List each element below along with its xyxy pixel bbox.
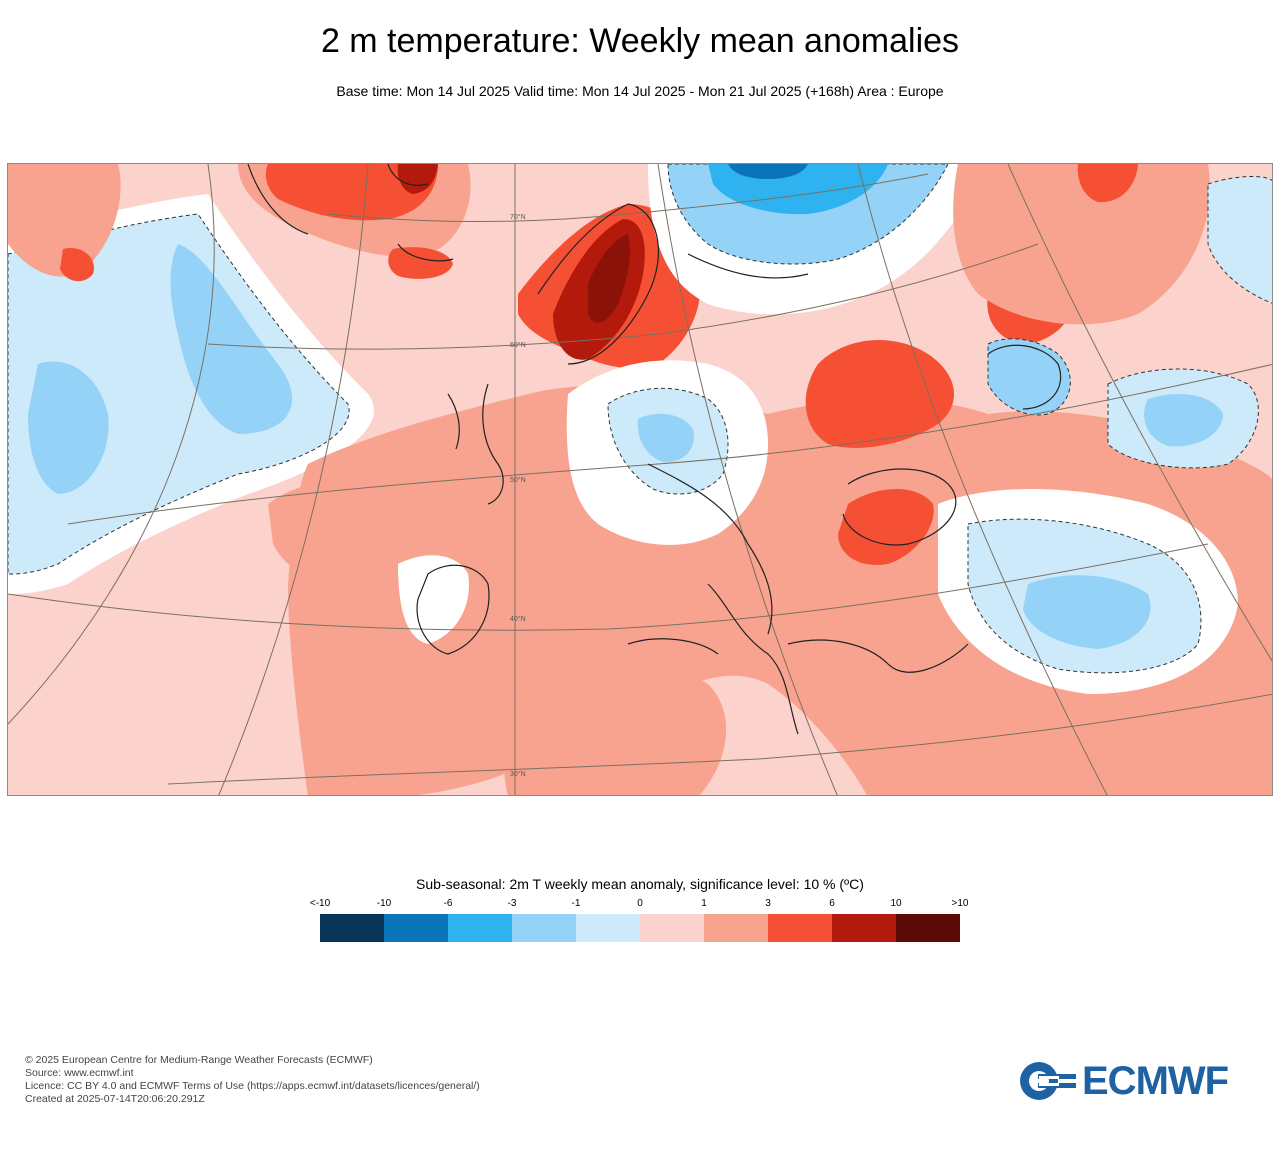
legend-tick: -3 — [507, 898, 517, 909]
legend-tick: 3 — [765, 898, 771, 909]
coastlines — [247, 164, 1062, 735]
legend-swatch-7 — [768, 914, 832, 942]
legend-swatch-8 — [832, 914, 896, 942]
map-canvas: 70°N 60°N 50°N 40°N 30°N — [8, 164, 1272, 795]
footer-credits: © 2025 European Centre for Medium-Range … — [25, 1054, 480, 1106]
legend-tick: -1 — [571, 898, 581, 909]
caspian-cool-zone — [987, 338, 1071, 416]
legend-tick: -10 — [376, 898, 392, 909]
lat-label-60: 60°N — [510, 341, 526, 349]
footer-source: Source: www.ecmwf.int — [25, 1067, 134, 1079]
norway-extreme-core — [588, 234, 630, 323]
siberia-warm — [953, 164, 1210, 325]
middle-east-cold-core — [1023, 575, 1151, 649]
atlantic-cold-core-west — [28, 361, 109, 494]
footer-copyright: © 2025 European Centre for Medium-Range … — [25, 1054, 373, 1066]
legend-title: Sub-seasonal: 2m T weekly mean anomaly, … — [416, 876, 864, 892]
legend-tick: 1 — [701, 898, 707, 909]
mid-atlantic-warm — [268, 480, 416, 587]
graticule — [8, 164, 1272, 795]
legend-swatch-4 — [576, 914, 640, 942]
central-europe-cold-core — [637, 413, 694, 463]
legend-swatch-3 — [512, 914, 576, 942]
greenland-hot-core — [397, 164, 438, 194]
footer-created: Created at 2025-07-14T20:06:20.291Z — [25, 1093, 205, 1105]
legend-tick: 10 — [890, 898, 902, 909]
greenland-hot-zone — [265, 164, 438, 221]
ecmwf-logo[interactable]: ECMWF — [1018, 1058, 1258, 1104]
kara-cold-core — [728, 164, 808, 179]
legend-tick: -6 — [443, 898, 453, 909]
lat-label-40: 40°N — [510, 615, 526, 623]
legend-swatch-0 — [320, 914, 384, 942]
west-greenland-warm — [8, 164, 121, 277]
east-cold-core — [1144, 394, 1223, 447]
legend-swatch-5 — [640, 914, 704, 942]
russia-hot-zone — [805, 340, 955, 448]
legend-tick: 6 — [829, 898, 835, 909]
legend-swatch-1 — [384, 914, 448, 942]
lat-label-30: 30°N — [510, 770, 526, 778]
baffin-hot — [60, 248, 94, 282]
northeast-cool-zone — [1207, 176, 1272, 304]
legend-swatch-6 — [704, 914, 768, 942]
ecmwf-logo-text: ECMWF — [1082, 1058, 1229, 1103]
ecmwf-logo-icon — [1020, 1062, 1076, 1100]
legend-tick: >10 — [951, 898, 969, 909]
legend-swatch-2 — [448, 914, 512, 942]
map-title: 2 m temperature: Weekly mean anomalies — [320, 22, 960, 60]
map-subtitle: Base time: Mon 14 Jul 2025 Valid time: M… — [336, 83, 944, 99]
latitude-labels: 70°N 60°N 50°N 40°N 30°N — [510, 213, 526, 778]
footer-licence: Licence: CC BY 4.0 and ECMWF Terms of Us… — [25, 1080, 480, 1092]
legend-tick: 0 — [637, 898, 643, 909]
atlantic-cold-core — [170, 244, 293, 434]
lat-label-70: 70°N — [510, 213, 526, 221]
legend-tick: <-10 — [309, 898, 331, 909]
iberia-neutral — [398, 555, 469, 644]
north-africa-warm — [503, 653, 727, 795]
anomaly-map[interactable]: 70°N 60°N 50°N 40°N 30°N — [7, 163, 1273, 796]
legend-swatch-9 — [896, 914, 960, 942]
legend-ticks: <-10 -10 -6 -3 -1 0 1 3 6 10 >10 — [310, 898, 969, 912]
lat-label-50: 50°N — [510, 476, 526, 484]
siberia-hot-spot — [1077, 164, 1138, 203]
legend-colorbar — [320, 914, 960, 942]
black-sea-hot-zone — [838, 489, 934, 565]
atlantic-cool-zone — [8, 213, 350, 575]
iceland-hot-zone — [388, 247, 453, 279]
